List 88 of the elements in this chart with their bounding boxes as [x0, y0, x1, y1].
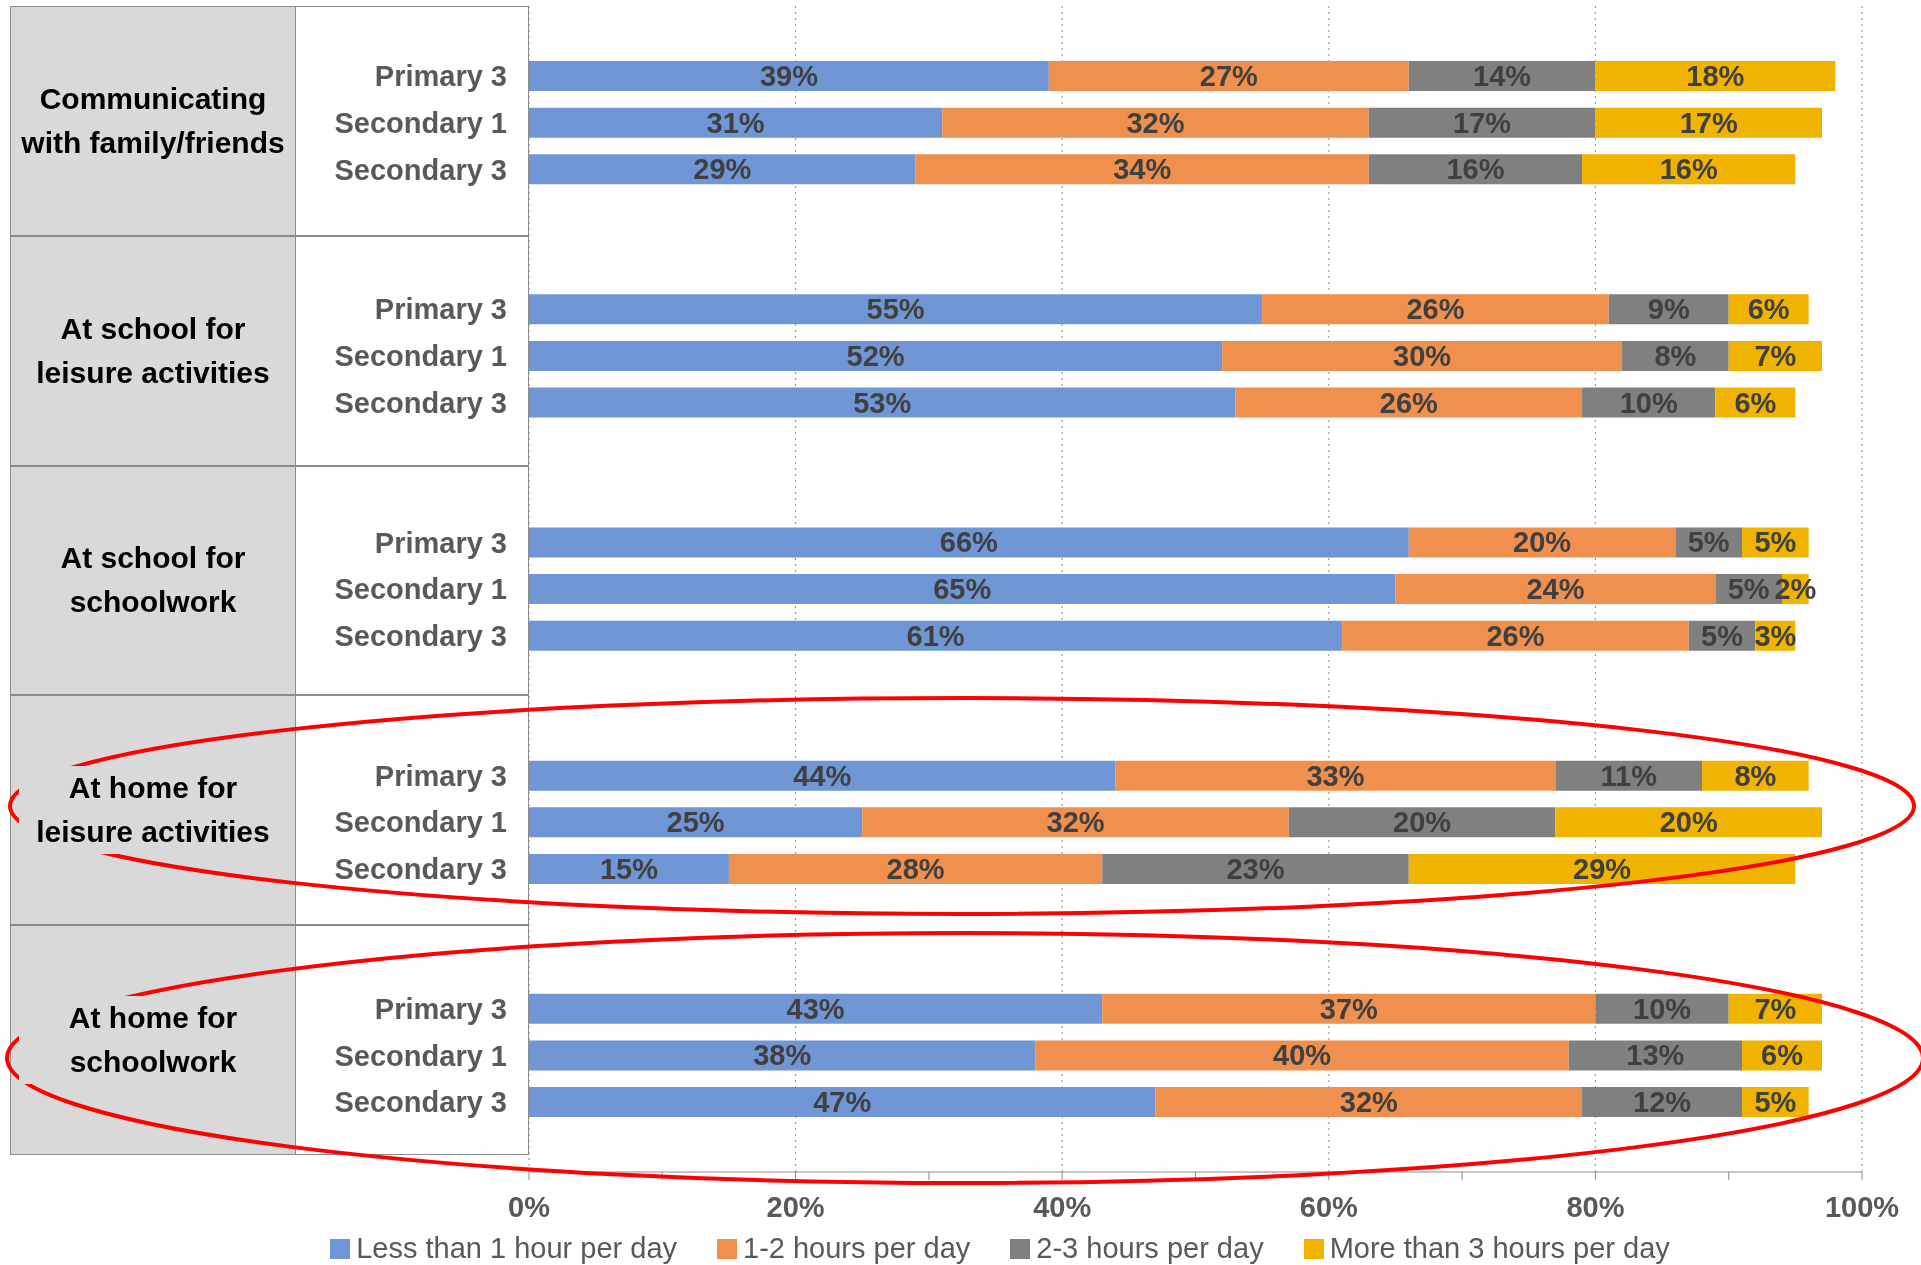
data-label: 25%	[666, 806, 725, 839]
data-label: 10%	[1633, 992, 1692, 1025]
data-label: 65%	[933, 573, 992, 606]
x-tick-label: 0%	[508, 1190, 551, 1223]
text: At home for schoolwork	[19, 996, 287, 1085]
data-label: 5%	[1754, 526, 1797, 559]
data-label: 8%	[1734, 759, 1777, 792]
data-label: 32%	[1339, 1086, 1399, 1119]
text: At school for leisure activities	[19, 306, 287, 395]
data-label: 23%	[1226, 852, 1285, 885]
data-label: 18%	[1686, 60, 1745, 93]
data-label: 20%	[1513, 526, 1572, 559]
data-label: 6%	[1734, 386, 1777, 419]
data-label: 8%	[1654, 339, 1697, 372]
data-label: 16%	[1446, 153, 1505, 186]
data-label: 37%	[1319, 992, 1379, 1025]
y-tick-label: Secondary 3	[334, 153, 507, 186]
data-label: 26%	[1486, 619, 1545, 652]
x-tick-label: 80%	[1566, 1190, 1625, 1223]
y-tick-label: Secondary 3	[334, 619, 507, 652]
data-label: 53%	[853, 386, 912, 419]
text: Communicating with family/friends	[19, 76, 287, 165]
x-tick-label: 20%	[766, 1190, 825, 1223]
data-label: 38%	[753, 1039, 812, 1072]
data-label: 28%	[886, 852, 945, 885]
data-label: 26%	[1406, 293, 1465, 326]
data-label: 24%	[1526, 573, 1585, 606]
legend-label: 1-2 hours per day	[742, 1232, 971, 1265]
data-label: 43%	[786, 992, 845, 1025]
y-tick-label: Secondary 1	[334, 1039, 507, 1072]
y-tick-label: Primary 3	[374, 526, 507, 559]
y-tick-label: Secondary 1	[334, 573, 507, 606]
data-label: 26%	[1379, 386, 1439, 419]
data-label: 7%	[1754, 992, 1797, 1025]
data-label: 32%	[1046, 806, 1105, 839]
data-label: 7%	[1754, 339, 1797, 372]
data-label: 20%	[1659, 806, 1718, 839]
x-tick-label: 60%	[1299, 1190, 1359, 1223]
data-label: 27%	[1199, 60, 1259, 93]
data-label: 32%	[1126, 106, 1185, 139]
data-label: 10%	[1619, 386, 1678, 419]
data-label: 29%	[693, 153, 752, 186]
data-label: 17%	[1453, 106, 1512, 139]
y-tick-label: Primary 3	[374, 993, 507, 1026]
data-label: 16%	[1659, 153, 1718, 186]
y-tick-label: Primary 3	[374, 759, 507, 792]
data-label: 29%	[1573, 852, 1632, 885]
text: At school for schoolwork	[19, 536, 287, 625]
data-label: 61%	[906, 619, 965, 652]
x-tick-label: 100%	[1824, 1190, 1900, 1223]
data-label: 66%	[939, 526, 999, 559]
data-label: 34%	[1113, 153, 1172, 186]
legend-label: Less than 1 hour per day	[355, 1232, 678, 1265]
legend-label: More than 3 hours per day	[1328, 1232, 1670, 1265]
data-label: 44%	[793, 759, 852, 792]
data-label: 15%	[599, 852, 659, 885]
y-tick-label: Primary 3	[374, 293, 507, 326]
data-label: 9%	[1647, 293, 1690, 326]
y-tick-label: Secondary 1	[334, 806, 507, 839]
data-label: 30%	[1393, 339, 1452, 372]
y-tick-label: Secondary 1	[334, 106, 507, 139]
data-label: 17%	[1679, 106, 1738, 139]
data-label: 14%	[1473, 60, 1532, 93]
data-label: 47%	[813, 1086, 872, 1119]
data-label: 40%	[1273, 1039, 1332, 1072]
y-tick-label: Secondary 3	[334, 853, 507, 886]
data-label: 6%	[1761, 1039, 1804, 1072]
data-label: 13%	[1626, 1039, 1685, 1072]
y-tick-label: Secondary 1	[334, 340, 507, 373]
data-label: 20%	[1393, 806, 1452, 839]
data-label: 31%	[706, 106, 765, 139]
y-tick-label: Secondary 3	[334, 1086, 507, 1119]
data-label: 5%	[1727, 573, 1770, 606]
data-label: 39%	[759, 60, 819, 93]
data-label: 5%	[1754, 1086, 1797, 1119]
x-tick-label: 40%	[1033, 1190, 1092, 1223]
data-label: 5%	[1701, 619, 1744, 652]
data-label: 6%	[1747, 293, 1790, 326]
data-label: 12%	[1633, 1086, 1692, 1119]
data-label: 5%	[1687, 526, 1730, 559]
data-label: 33%	[1306, 759, 1365, 792]
text: At home for leisure activities	[19, 766, 287, 855]
legend-label: 2-3 hours per day	[1035, 1232, 1264, 1265]
y-tick-label: Primary 3	[374, 60, 507, 93]
data-label: 11%	[1600, 759, 1658, 792]
data-label: 52%	[846, 339, 905, 372]
data-label: 55%	[866, 293, 925, 326]
y-tick-label: Secondary 3	[334, 386, 507, 419]
